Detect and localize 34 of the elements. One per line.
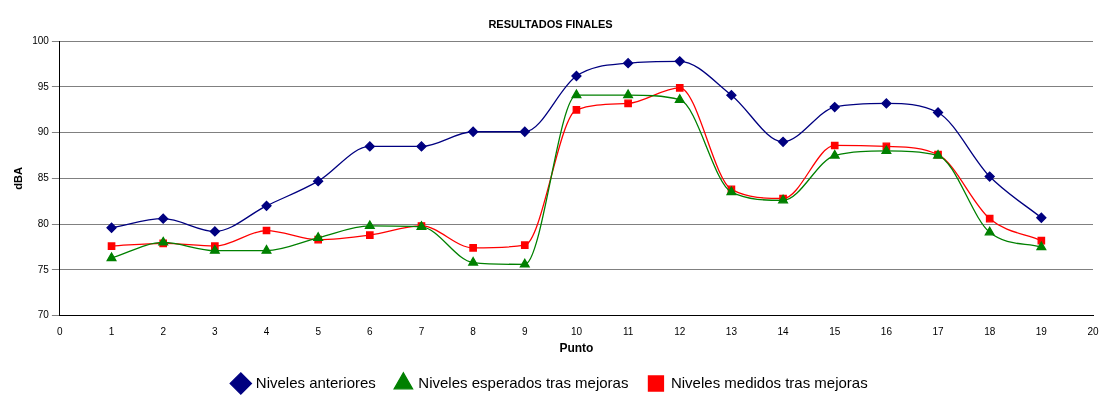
x-tick-label: 4 [263,326,270,338]
legend-label: Niveles anteriores [255,373,376,391]
y-tick-label: 90 [37,126,50,138]
x-tick-label: 19 [1035,326,1048,338]
y-tick-label: 80 [37,217,50,229]
x-tick-label: 17 [932,326,945,338]
x-tick-label: 16 [880,326,893,338]
x-tick-label: 14 [777,326,790,338]
x-tick-label: 9 [522,326,529,338]
x-tick-label: 12 [674,326,686,338]
x-tick-label: 6 [367,326,374,338]
legend-label: Niveles medidos tras mejoras [670,373,868,391]
y-tick-label: 95 [37,80,50,92]
x-tick-label: 20 [1087,326,1099,338]
x-tick-label: 15 [829,326,841,338]
y-tick-label: 75 [37,263,50,275]
x-tick-label: 2 [160,326,167,338]
x-tick-label: 7 [418,326,425,338]
x-tick-label: 5 [315,326,322,338]
x-tick-label: 8 [470,326,477,338]
x-tick-label: 18 [984,326,996,338]
x-tick-label: 10 [570,326,583,338]
chart-title: RESULTADOS FINALES [488,17,613,30]
x-tick-label: 0 [57,326,64,338]
x-tick-label: 3 [212,326,219,338]
x-tick-label: 11 [622,326,634,338]
x-tick-label: 13 [725,326,738,338]
y-axis-title: dBA [11,167,24,190]
legend-label: Niveles esperados tras mejoras [418,373,629,391]
y-tick-label: 70 [37,309,50,321]
y-tick-label: 85 [37,172,50,184]
x-axis-title: Punto [559,341,594,356]
x-tick-label: 1 [108,326,115,338]
y-tick-label: 100 [32,34,50,46]
